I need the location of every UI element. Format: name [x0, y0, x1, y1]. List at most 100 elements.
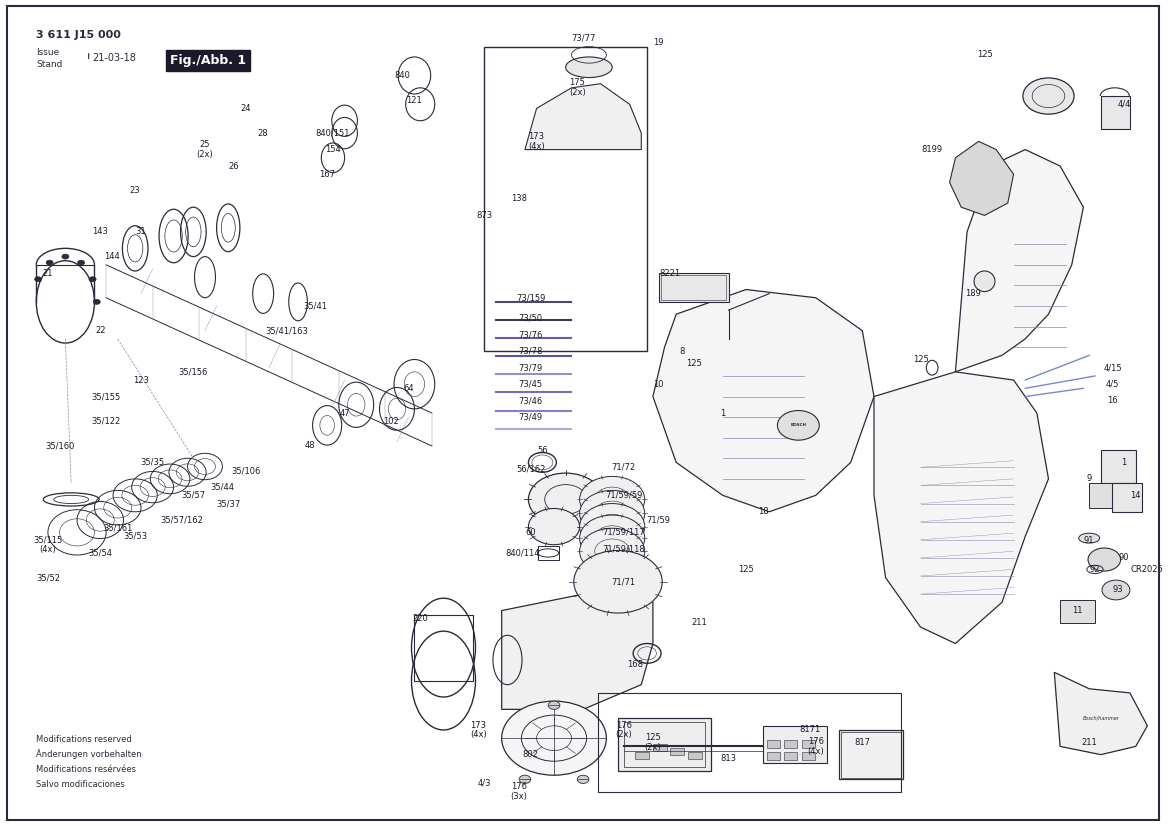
Bar [1101, 96, 1130, 129]
Ellipse shape [974, 271, 995, 292]
Bar [839, 730, 902, 780]
Polygon shape [502, 577, 653, 710]
Bar [618, 718, 711, 771]
Bar [414, 615, 472, 681]
Text: 10: 10 [653, 380, 664, 389]
Text: 4/15: 4/15 [1104, 363, 1122, 373]
Text: 35/115
(4x): 35/115 (4x) [33, 535, 63, 554]
Text: 220: 220 [413, 615, 428, 624]
Text: 21-03-18: 21-03-18 [92, 53, 136, 63]
Circle shape [528, 473, 603, 526]
Polygon shape [653, 290, 874, 512]
Text: 73/76: 73/76 [519, 330, 542, 339]
Text: Salvo modificaciones: Salvo modificaciones [36, 780, 125, 789]
Text: Modifications resérvées: Modifications resérvées [36, 765, 137, 774]
Text: 31: 31 [136, 227, 146, 236]
Text: 802: 802 [523, 750, 539, 759]
Text: 56: 56 [537, 445, 548, 454]
Text: 26: 26 [229, 162, 240, 170]
Text: 173
(4x): 173 (4x) [470, 720, 486, 739]
Text: 64: 64 [403, 384, 414, 393]
Text: 168: 168 [628, 660, 643, 668]
Bar [484, 46, 648, 351]
Text: 176
(3x): 176 (3x) [511, 782, 527, 801]
Text: 73/79: 73/79 [519, 363, 542, 373]
Text: 28: 28 [258, 129, 269, 138]
Text: 102: 102 [383, 417, 399, 425]
Text: 176
(2x): 176 (2x) [615, 720, 632, 739]
Text: 189: 189 [964, 289, 981, 298]
Text: 125
(2x): 125 (2x) [644, 733, 662, 752]
Text: 71/72: 71/72 [611, 462, 636, 471]
Polygon shape [1054, 672, 1148, 755]
Text: 22: 22 [95, 326, 105, 335]
Text: 125: 125 [738, 565, 754, 574]
Text: CR2025: CR2025 [1130, 565, 1164, 574]
Circle shape [77, 260, 84, 265]
Text: Änderungen vorbehalten: Änderungen vorbehalten [36, 749, 141, 759]
Text: 173
(4x): 173 (4x) [528, 132, 545, 150]
Text: 71/59/117: 71/59/117 [602, 528, 645, 537]
Text: 35/155: 35/155 [91, 392, 120, 401]
Text: Bosch/hammer: Bosch/hammer [1082, 715, 1119, 720]
Circle shape [94, 299, 101, 304]
Text: 56/162: 56/162 [516, 464, 546, 473]
Bar [784, 752, 797, 761]
Circle shape [580, 504, 645, 549]
Text: 25
(2x): 25 (2x) [196, 140, 214, 159]
Text: 35/52: 35/52 [36, 573, 60, 582]
Text: 873: 873 [476, 211, 492, 220]
Circle shape [1102, 580, 1130, 600]
Text: 4/3: 4/3 [477, 779, 491, 788]
Text: 71/59/59: 71/59/59 [606, 491, 643, 500]
Text: 123: 123 [133, 376, 148, 385]
Circle shape [1088, 548, 1121, 571]
Circle shape [580, 477, 645, 523]
Bar [599, 693, 901, 791]
Text: 35/156: 35/156 [179, 368, 208, 377]
Text: Stand: Stand [36, 60, 63, 69]
Text: 125: 125 [913, 355, 928, 364]
Bar [763, 726, 828, 763]
Bar [842, 732, 901, 778]
Bar [1101, 450, 1136, 483]
Text: 73/159: 73/159 [516, 293, 546, 302]
Text: 4/5: 4/5 [1106, 380, 1119, 389]
Text: 125: 125 [686, 359, 701, 368]
Text: 73/49: 73/49 [519, 413, 542, 421]
Text: 125: 125 [976, 50, 992, 59]
Text: 35/161: 35/161 [103, 524, 132, 533]
Polygon shape [949, 141, 1014, 216]
Text: 176
(4x): 176 (4x) [808, 737, 824, 756]
Bar [1060, 600, 1095, 623]
Ellipse shape [1079, 534, 1100, 543]
Text: 3 611 J15 000: 3 611 J15 000 [36, 31, 122, 40]
Text: 211: 211 [692, 619, 707, 628]
Text: 71/59: 71/59 [646, 515, 671, 525]
Circle shape [89, 277, 96, 282]
Text: 8: 8 [679, 347, 685, 356]
Circle shape [580, 515, 645, 561]
Circle shape [777, 411, 819, 440]
Text: 1: 1 [720, 409, 725, 417]
Polygon shape [874, 372, 1049, 643]
Text: 8221: 8221 [659, 268, 680, 278]
Text: 71/59/118: 71/59/118 [602, 544, 645, 553]
Text: 143: 143 [92, 227, 109, 236]
Text: 817: 817 [855, 738, 871, 747]
Polygon shape [525, 83, 642, 150]
Text: 8171: 8171 [800, 725, 821, 734]
Circle shape [548, 701, 560, 710]
Circle shape [502, 701, 607, 776]
Text: 840/151: 840/151 [316, 129, 351, 138]
Text: 14: 14 [1130, 491, 1141, 500]
Text: 73/45: 73/45 [519, 380, 542, 389]
Ellipse shape [566, 57, 613, 78]
Bar [653, 744, 666, 751]
Text: 35/53: 35/53 [123, 532, 147, 541]
Text: 4/4: 4/4 [1118, 100, 1130, 109]
Text: 47: 47 [339, 409, 350, 417]
Text: 35/122: 35/122 [91, 417, 120, 425]
Bar [802, 752, 815, 761]
Bar [767, 740, 780, 748]
